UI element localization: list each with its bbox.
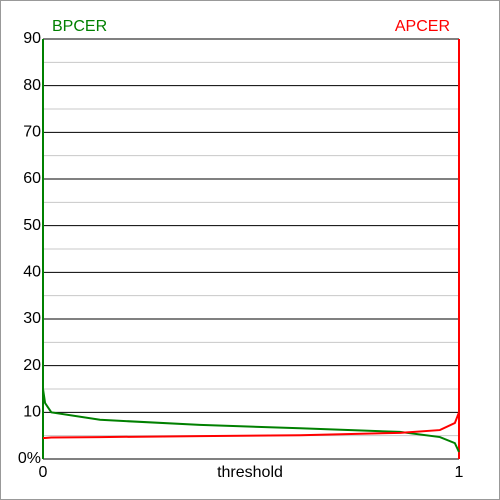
y-tick-label: 10 bbox=[23, 404, 41, 421]
series-line bbox=[42, 388, 460, 453]
legend-label: BPCER bbox=[52, 18, 107, 35]
x-tick-label: 0 bbox=[39, 464, 48, 481]
y-tick-label: 0% bbox=[18, 450, 41, 467]
y-tick-label: 80 bbox=[23, 77, 41, 94]
y-tick-label: 60 bbox=[23, 170, 41, 187]
series-line bbox=[43, 411, 460, 439]
legend-label: APCER bbox=[395, 18, 450, 35]
x-tick-label: 1 bbox=[455, 464, 464, 481]
y-tick-label: 40 bbox=[23, 264, 41, 281]
x-axis-label: threshold bbox=[217, 464, 283, 481]
y-tick-label: 20 bbox=[23, 357, 41, 374]
y-tick-label: 90 bbox=[23, 30, 41, 47]
y-tick-label: 30 bbox=[23, 310, 41, 327]
y-tick-label: 70 bbox=[23, 124, 41, 141]
y-tick-label: 50 bbox=[23, 217, 41, 234]
